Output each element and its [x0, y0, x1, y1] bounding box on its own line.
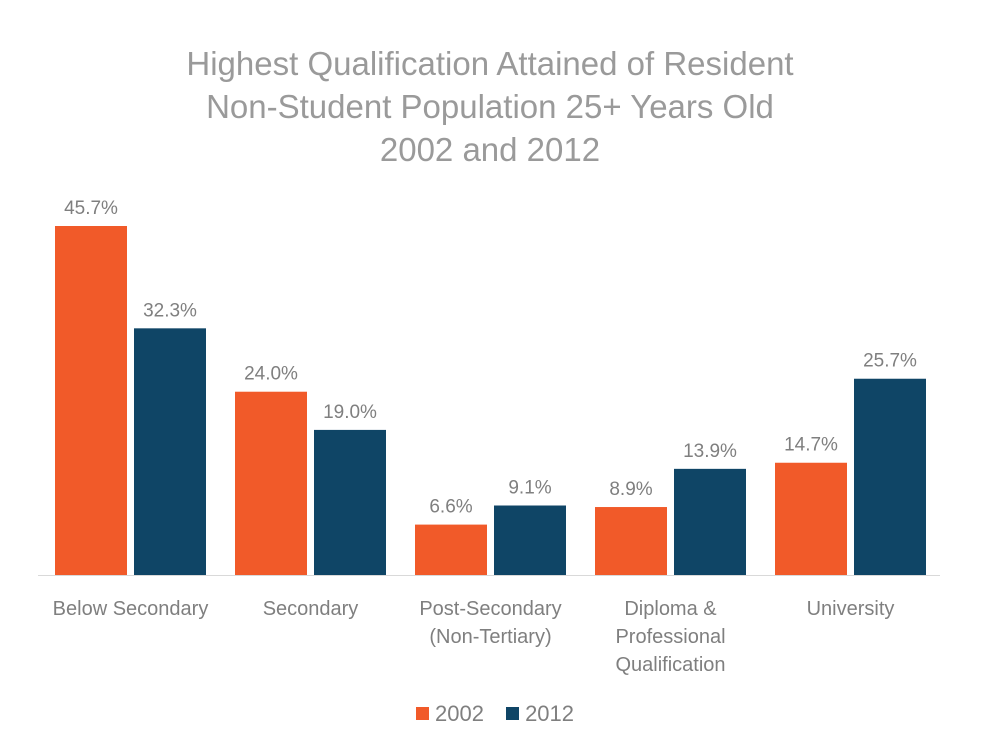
legend-label: 2002 — [434, 700, 484, 726]
bar-2012 — [314, 429, 386, 575]
category-label: (Non-Tertiary) — [429, 626, 551, 648]
data-label: 13.9% — [683, 441, 737, 462]
bar-2002 — [595, 507, 667, 575]
bar-2002 — [415, 524, 487, 575]
bar-2002 — [55, 226, 127, 575]
category-label: Secondary — [263, 598, 359, 620]
data-label: 24.0% — [244, 364, 298, 385]
legend-item-2012: 2012 — [506, 701, 574, 727]
category-label: Post-Secondary — [419, 598, 561, 620]
title-line: Highest Qualification Attained of Reside… — [186, 45, 794, 82]
data-label: 19.0% — [323, 402, 377, 423]
legend-swatch — [415, 707, 429, 720]
data-label: 25.7% — [863, 351, 917, 372]
bar-2012 — [674, 468, 746, 575]
data-label: 9.1% — [508, 478, 551, 499]
category-label: Diploma & — [624, 598, 717, 620]
category-label: Professional — [615, 626, 725, 648]
legend: 2002 2012 — [0, 700, 990, 727]
bar-2002 — [775, 462, 847, 575]
bar-2012 — [854, 378, 926, 575]
chart-title: Highest Qualification Attained of Reside… — [0, 42, 980, 171]
data-label: 8.9% — [609, 479, 652, 500]
category-label: Below Secondary — [53, 598, 209, 620]
legend-label: 2012 — [525, 700, 575, 726]
bar-2012 — [494, 505, 566, 575]
title-line: Non-Student Population 25+ Years Old — [206, 88, 774, 125]
title-line: 2002 and 2012 — [379, 131, 601, 168]
legend-item-2002: 2002 — [415, 700, 484, 727]
category-label: Qualification — [615, 654, 725, 676]
bar-2002 — [235, 391, 307, 575]
data-label: 32.3% — [143, 300, 197, 321]
data-label: 6.6% — [429, 497, 472, 518]
data-label: 45.7% — [64, 198, 118, 219]
category-label: University — [807, 598, 895, 620]
legend-swatch — [506, 707, 520, 720]
data-label: 14.7% — [784, 435, 838, 456]
bar-2012 — [134, 328, 206, 575]
